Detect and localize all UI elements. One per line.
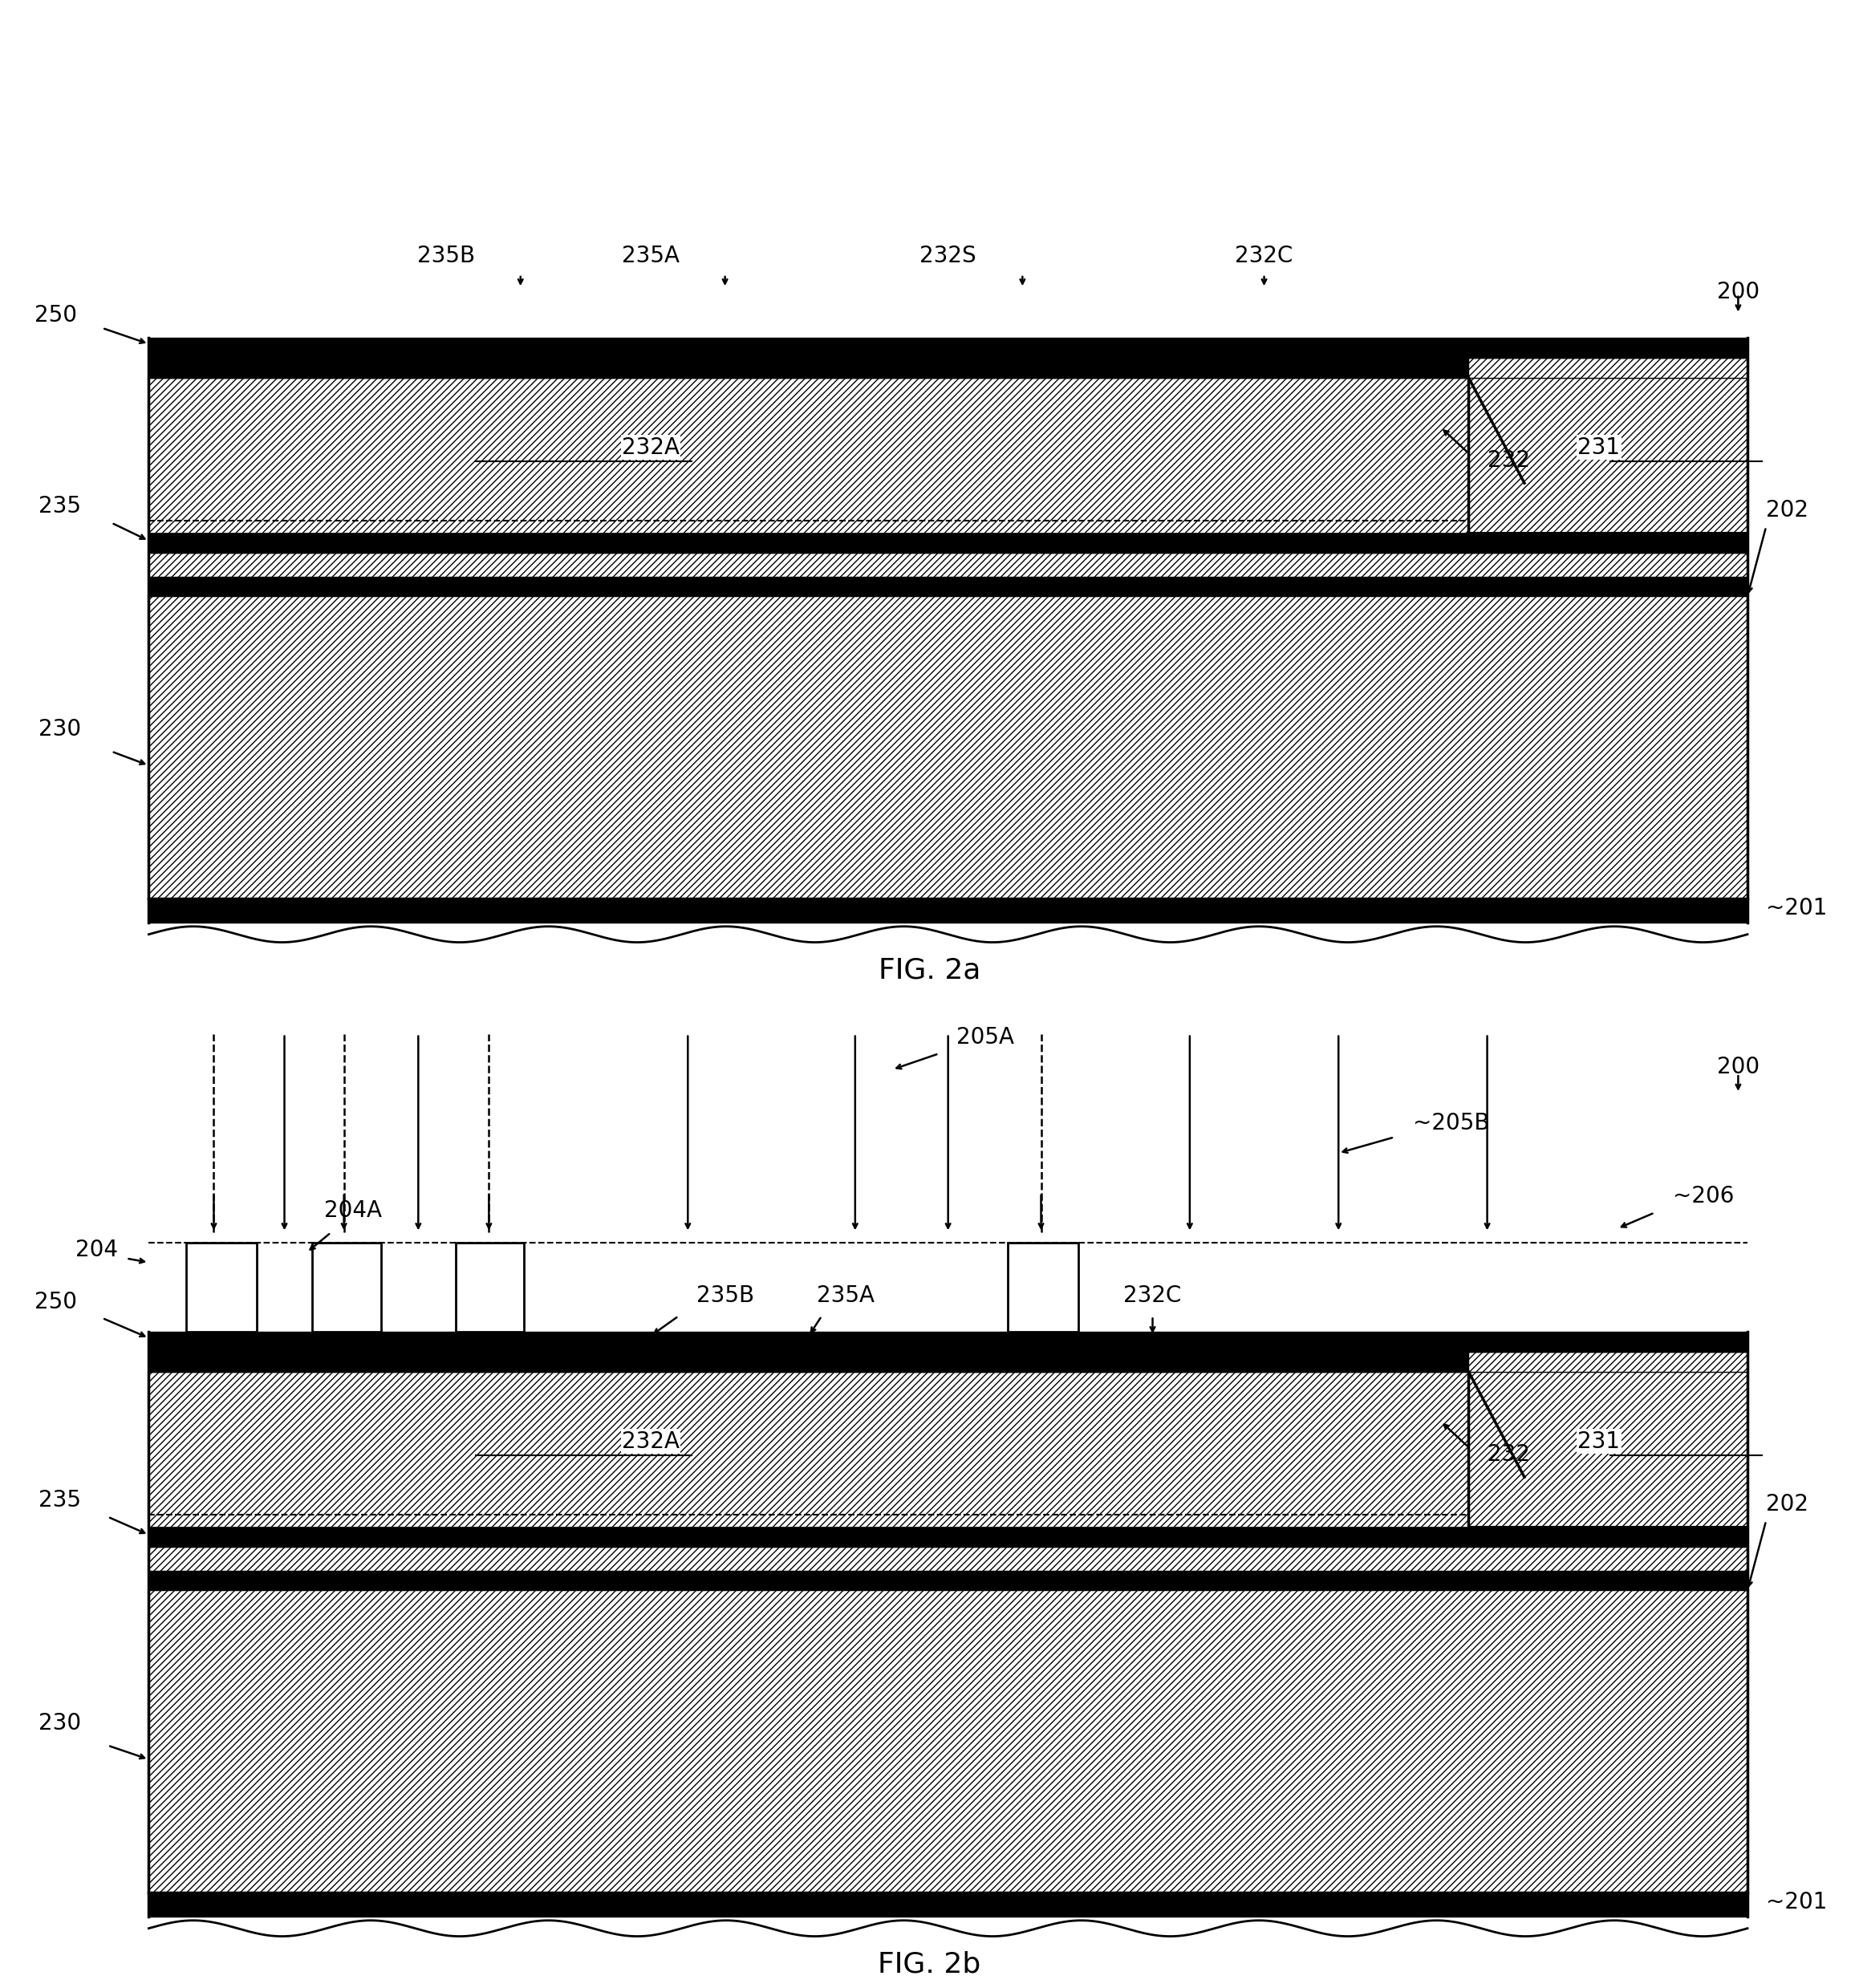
Text: ~206: ~206 [1673,1185,1734,1207]
Text: 232A: 232A [621,435,680,459]
Text: 204: 204 [76,1239,117,1260]
FancyBboxPatch shape [149,1352,1469,1372]
Text: 230: 230 [39,718,80,740]
FancyBboxPatch shape [149,1372,1469,1527]
Text: 205A: 205A [956,1026,1015,1048]
FancyBboxPatch shape [149,596,1747,899]
Text: 202: 202 [1766,1493,1809,1515]
Text: 232A: 232A [621,1429,680,1453]
Text: 235: 235 [39,495,80,517]
Text: ~205B: ~205B [1413,1111,1489,1133]
FancyBboxPatch shape [149,577,1747,596]
Text: 235A: 235A [816,1284,876,1306]
Text: 200: 200 [1718,280,1759,302]
FancyBboxPatch shape [149,1527,1747,1547]
Text: ~201: ~201 [1766,897,1827,918]
FancyBboxPatch shape [149,338,1747,358]
FancyBboxPatch shape [149,378,1469,533]
FancyBboxPatch shape [149,1547,1747,1571]
FancyBboxPatch shape [149,378,1469,533]
FancyBboxPatch shape [186,1242,257,1332]
Text: FIG. 2a: FIG. 2a [879,956,980,984]
FancyBboxPatch shape [455,1242,524,1332]
Text: 235B: 235B [695,1284,755,1306]
FancyBboxPatch shape [149,378,1747,533]
Text: 232S: 232S [920,245,976,266]
Text: 232: 232 [1487,1443,1530,1465]
Text: FIG. 2b: FIG. 2b [877,1950,982,1978]
Text: 200: 200 [1718,1056,1759,1077]
FancyBboxPatch shape [149,1590,1747,1893]
FancyBboxPatch shape [1008,1242,1078,1332]
Text: ~201: ~201 [1766,1891,1827,1912]
FancyBboxPatch shape [312,1242,381,1332]
Text: 232: 232 [1487,449,1530,471]
FancyBboxPatch shape [149,1332,1747,1352]
Text: 204A: 204A [323,1199,383,1221]
FancyBboxPatch shape [149,1352,1747,1372]
Text: 231: 231 [1578,435,1619,459]
FancyBboxPatch shape [149,553,1747,577]
FancyBboxPatch shape [149,1571,1747,1590]
Text: 235B: 235B [416,245,476,266]
Text: 235A: 235A [621,245,680,266]
FancyBboxPatch shape [149,358,1747,378]
Text: 202: 202 [1766,499,1809,521]
Text: 230: 230 [39,1712,80,1734]
Text: 232C: 232C [1123,1284,1182,1306]
Text: 231: 231 [1578,1429,1619,1453]
Text: 250: 250 [35,1290,76,1312]
FancyBboxPatch shape [149,899,1747,922]
Text: 235: 235 [39,1489,80,1511]
Text: 250: 250 [35,304,76,326]
FancyBboxPatch shape [149,358,1469,378]
FancyBboxPatch shape [149,1372,1469,1527]
FancyBboxPatch shape [149,533,1747,553]
FancyBboxPatch shape [149,1893,1747,1916]
Text: 232C: 232C [1234,245,1294,266]
FancyBboxPatch shape [149,1372,1747,1527]
